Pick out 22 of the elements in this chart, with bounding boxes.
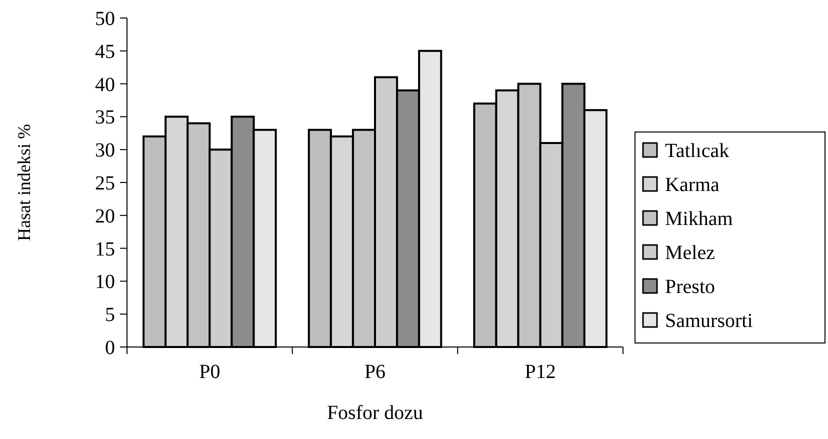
y-tick-label: 25 — [95, 172, 115, 194]
y-tick-label: 30 — [95, 140, 115, 162]
y-tick-label: 5 — [105, 304, 115, 326]
x-tick-label: P6 — [364, 361, 386, 383]
legend-label: Mikham — [665, 208, 734, 230]
y-tick-label: 10 — [95, 271, 115, 294]
x-axis-title: Fosfor dozu — [326, 402, 424, 424]
y-tick-label: 40 — [95, 74, 115, 96]
legend-label: Melez — [665, 242, 716, 264]
y-tick-label: 0 — [105, 337, 115, 359]
legend-label: Karma — [665, 174, 720, 196]
x-tick-label: P12 — [524, 361, 556, 383]
legend-label: Presto — [665, 276, 715, 298]
y-tick-label: 45 — [95, 40, 115, 63]
y-tick-label: 15 — [95, 238, 115, 260]
y-axis-title: Hasat indeksi % — [14, 124, 34, 241]
x-tick-label: P0 — [199, 361, 220, 383]
y-tick-label: 50 — [95, 8, 115, 30]
legend-label: Samursorti — [665, 310, 754, 332]
y-tick-label: 20 — [95, 205, 115, 228]
legend-label: Tatlıcak — [665, 140, 730, 162]
y-tick-label: 35 — [95, 106, 115, 129]
